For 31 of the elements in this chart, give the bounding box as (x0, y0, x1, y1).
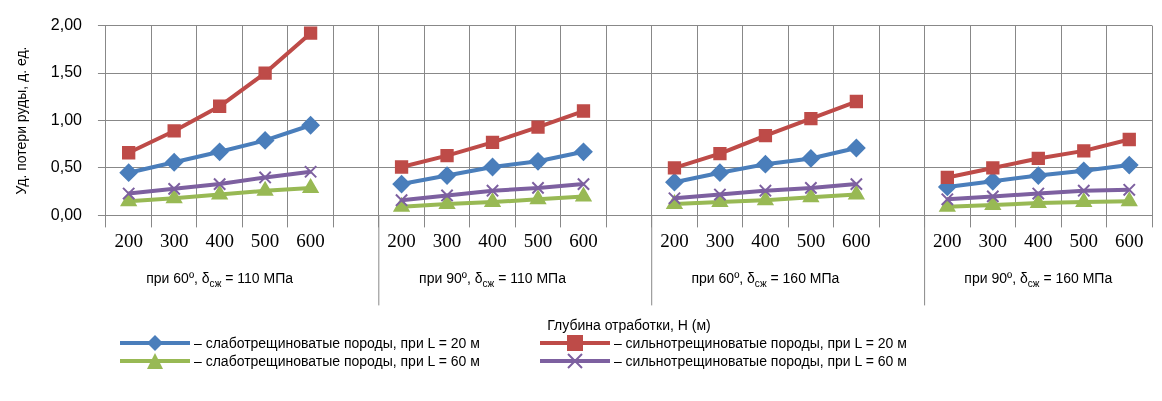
x-tick-label: 300 (432, 229, 462, 251)
x-tick-label: 600 (296, 229, 325, 251)
x-tick-label: 600 (1115, 229, 1144, 251)
x-axis-title: Глубина отработки, H (м) (547, 317, 711, 334)
legend-label: – сильнотрещиноватые породы, при L = 60 м (613, 353, 907, 369)
x-tick-label: 500 (250, 229, 280, 251)
x-tick-label: 200 (114, 229, 143, 251)
x-tick-label: 300 (705, 229, 735, 251)
legend-label: – сильнотрещиноватые породы, при L = 20 м (613, 335, 907, 351)
x-tick-label: 300 (978, 229, 1008, 251)
x-tick-label: 500 (523, 229, 553, 251)
x-tick-label: 300 (159, 229, 189, 251)
y-tick-label: 2,00 (50, 16, 83, 34)
legend-label: – слаботрещиноватые породы, при L = 20 м (194, 335, 480, 351)
x-tick-label: 500 (1069, 229, 1099, 251)
y-tick-label: 1,00 (50, 110, 83, 128)
y-axis-title: Уд. потери руды, д. ед. (13, 46, 30, 195)
x-tick-label: 500 (796, 229, 826, 251)
y-tick-label: 1,50 (50, 63, 83, 81)
x-tick-label: 200 (933, 229, 962, 251)
x-tick-label: 400 (1024, 229, 1053, 251)
x-tick-label: 200 (387, 229, 416, 251)
x-tick-label: 600 (842, 229, 871, 251)
legend-label: – слаботрещиноватые породы, при L = 60 м (194, 353, 480, 369)
y-tick-label: 0,00 (50, 205, 83, 223)
x-tick-label: 200 (660, 229, 689, 251)
x-tick-label: 600 (569, 229, 598, 251)
x-tick-label: 400 (478, 229, 507, 251)
y-tick-label: 0,50 (50, 158, 83, 176)
x-tick-label: 400 (205, 229, 234, 251)
x-tick-label: 400 (751, 229, 780, 251)
